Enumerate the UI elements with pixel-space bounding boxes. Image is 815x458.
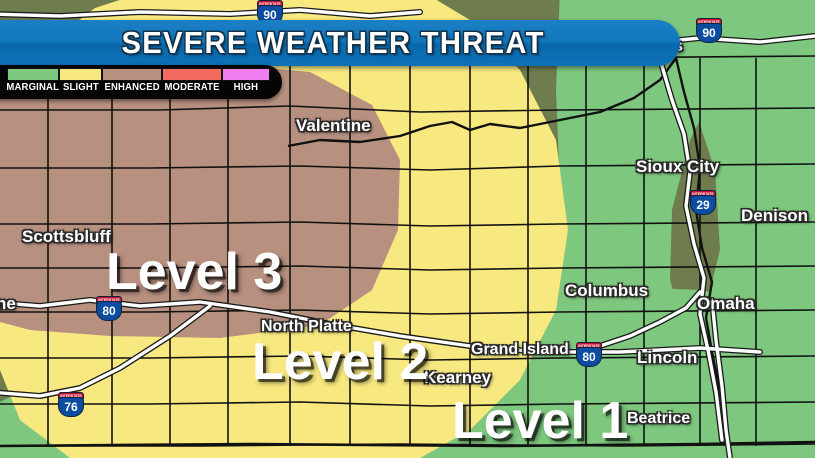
legend-item: HIGH (222, 68, 270, 93)
legend-label: MARGINAL (6, 82, 60, 93)
legend-item: SLIGHT (59, 68, 102, 93)
legend-label: SLIGHT (62, 82, 99, 93)
legend-item: MARGINAL (7, 68, 59, 93)
legend-swatch (222, 68, 270, 81)
legend-swatch (102, 68, 162, 81)
legend-swatch (7, 68, 59, 81)
risk-area-marginal-north (610, 0, 815, 458)
county-boundaries (0, 55, 815, 458)
legend-label: MODERATE (164, 82, 220, 93)
legend-label: ENHANCED (104, 82, 160, 93)
legend-item: ENHANCED (102, 68, 162, 93)
legend-swatch (162, 68, 222, 81)
title-banner: SEVERE WEATHER THREAT (0, 20, 680, 66)
risk-legend: MARGINAL SLIGHT ENHANCED MODERATE HIGH (0, 65, 282, 99)
interstate-roads (0, 7, 815, 458)
banner-title-text: SEVERE WEATHER THREAT (121, 25, 545, 60)
legend-label: HIGH (233, 82, 259, 93)
legend-item: MODERATE (162, 68, 222, 93)
legend-swatch (59, 68, 102, 81)
risk-area-enhanced (0, 62, 400, 338)
